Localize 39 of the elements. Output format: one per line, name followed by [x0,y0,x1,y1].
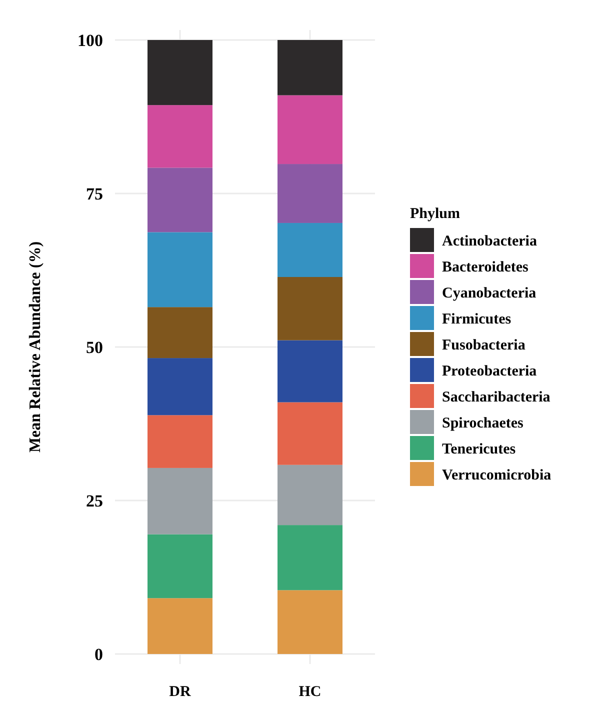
legend-label: Actinobacteria [442,233,538,250]
legend-label: Bacteroidetes [442,259,529,276]
y-axis-title: Mean Relative Abundance (%) [27,241,44,453]
bar [278,590,342,654]
bar [278,464,342,526]
bar [148,358,212,416]
legend-label: Spirochaetes [442,415,524,432]
bar [278,525,342,590]
legend-label: Fusobacteria [442,337,526,354]
bar [278,277,342,340]
bar [278,40,342,96]
bar [148,105,212,168]
bar [148,468,212,534]
legend-label: Tenericutes [442,441,516,458]
bar [278,222,342,278]
bar [278,402,342,465]
y-tick-label: 75 [86,184,103,204]
bar [148,307,212,358]
bar [148,232,212,308]
legend-title: Phylum [410,206,461,222]
legend-label: Saccharibacteria [442,389,551,406]
x-tick-label: HC [298,684,322,700]
y-tick-label: 25 [86,491,103,510]
bar [148,40,212,106]
bar [278,164,342,223]
bar [148,598,212,654]
legend-label: Firmicutes [442,311,512,328]
bar [148,415,212,468]
bar [148,168,212,232]
y-tick-label: 0 [94,644,103,664]
legend-label: Cyanobacteria [442,285,537,302]
y-tick-label: 100 [78,30,103,50]
legend-label: Verrucomicrobia [442,467,552,484]
bar [278,95,342,164]
y-tick-label: 50 [86,338,103,357]
x-tick-label: DR [169,684,191,700]
bar [278,340,342,402]
legend-label: Proteobacteria [442,363,538,380]
bar [148,534,212,598]
